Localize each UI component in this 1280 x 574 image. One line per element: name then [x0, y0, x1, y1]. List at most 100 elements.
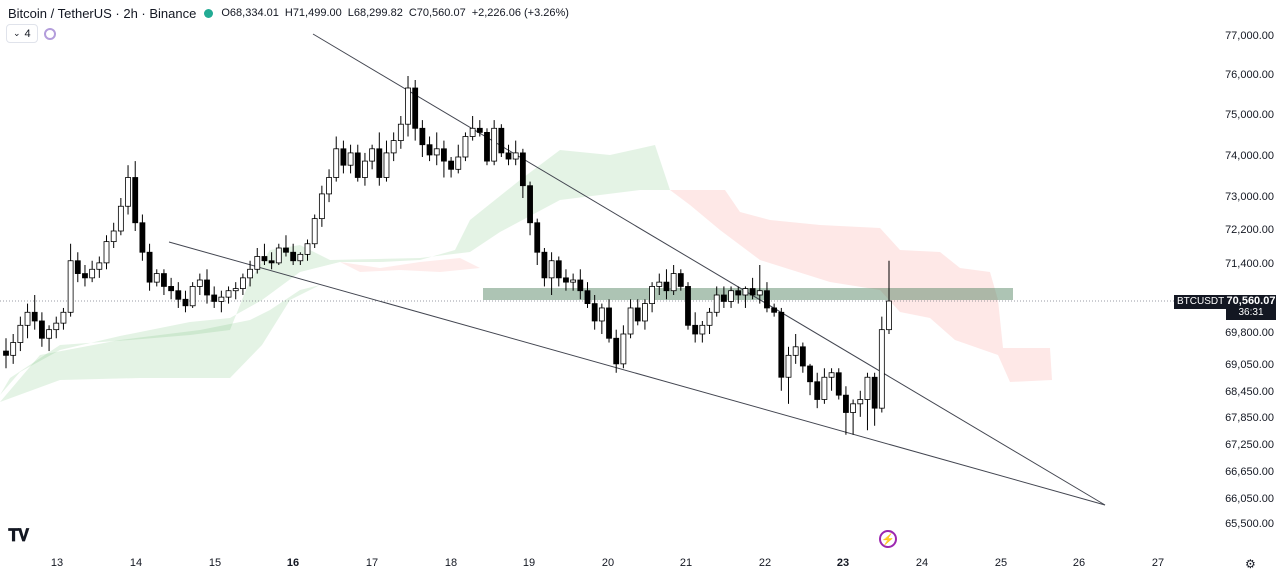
candle: [290, 243, 297, 265]
price-axis-label: 66,650.00: [1225, 466, 1274, 478]
cloud-red-area: [670, 190, 1052, 382]
candle: [584, 282, 591, 308]
candle-body: [670, 273, 677, 292]
candle-body: [405, 87, 411, 125]
candle: [857, 390, 864, 417]
candle: [139, 214, 146, 261]
symbol-title[interactable]: Bitcoin / TetherUS · 2h · Binance: [8, 5, 197, 21]
candle: [728, 286, 734, 308]
candle-body: [828, 372, 835, 378]
candle-body: [369, 148, 376, 162]
candle: [232, 282, 239, 300]
candle: [110, 222, 117, 248]
candle-body: [96, 262, 103, 270]
candle-body: [771, 307, 778, 313]
candle-body: [132, 177, 139, 224]
candle-body: [642, 303, 648, 322]
close-label: C: [408, 7, 417, 19]
gear-icon[interactable]: ⚙: [1245, 557, 1256, 571]
candle: [663, 269, 670, 300]
price-axis-label: 74,000.00: [1225, 150, 1274, 162]
candle: [692, 312, 699, 343]
price-axis-label: 65,500.00: [1225, 518, 1274, 530]
candle: [275, 243, 282, 265]
price-axis-label: 76,000.00: [1225, 69, 1274, 81]
candle-body: [31, 311, 38, 322]
time-axis-label: 16: [286, 557, 300, 569]
upper-trendline[interactable]: [312, 33, 1106, 506]
candle-body: [110, 230, 117, 243]
candle: [103, 235, 110, 270]
candle: [168, 277, 175, 300]
candle-body: [685, 286, 691, 326]
lower-trendline[interactable]: [168, 241, 1106, 506]
lightning-icon[interactable]: ⚡: [879, 530, 897, 548]
candle: [426, 136, 433, 162]
market-status-icon: [204, 8, 214, 18]
price-change: +2,226.06 (+3.26%): [471, 7, 569, 19]
cloud-green-area: [0, 145, 670, 395]
high-label: H: [284, 7, 293, 19]
loading-icon: [43, 27, 56, 40]
candle-body: [3, 350, 9, 356]
candle: [390, 132, 397, 162]
candle: [132, 161, 139, 231]
candle-body: [390, 140, 397, 154]
time-axis-label: 17: [365, 557, 379, 569]
candle: [735, 286, 742, 304]
candle-body: [491, 127, 498, 162]
candle-body: [376, 148, 383, 178]
candle-body: [807, 365, 813, 383]
candle: [462, 132, 469, 162]
candle: [871, 372, 878, 426]
candle: [756, 265, 763, 304]
cloud-green-area-2: [0, 285, 320, 402]
candle: [196, 273, 203, 295]
candle: [821, 368, 828, 404]
candle: [771, 303, 778, 317]
candle: [175, 282, 182, 308]
symbol-header: Bitcoin / TetherUS · 2h · Binance O68,33…: [8, 4, 575, 22]
candle: [261, 243, 268, 265]
candle: [247, 260, 253, 287]
candle: [778, 307, 785, 391]
candle: [843, 386, 849, 435]
candle: [742, 286, 749, 308]
indicators-toggle-button[interactable]: ⌄ 4: [6, 24, 38, 43]
candle-body: [247, 268, 253, 279]
time-axis-label: 26: [1072, 557, 1086, 569]
open-label: O: [221, 7, 230, 19]
candle: [412, 80, 419, 141]
candle: [534, 218, 541, 265]
open-value: 68,334.01: [229, 7, 279, 19]
candle-body: [713, 294, 720, 313]
candle-body: [412, 87, 419, 129]
candle-body: [706, 311, 713, 326]
candle-body: [268, 260, 275, 264]
candle: [814, 372, 821, 409]
candle-body: [519, 152, 526, 187]
candle-body: [397, 123, 404, 141]
high-value: 71,499.00: [292, 7, 342, 19]
candle-body: [347, 152, 354, 166]
candle: [591, 295, 598, 330]
candle: [376, 132, 383, 186]
candle-body: [699, 324, 706, 335]
candle-body: [555, 260, 562, 279]
candle-body: [419, 127, 426, 146]
tradingview-logo-icon[interactable]: 𝐓𝐕: [8, 526, 29, 545]
candle: [670, 265, 677, 295]
candle-body: [297, 253, 304, 262]
candle: [96, 256, 103, 278]
candle-body: [756, 290, 763, 296]
candle: [476, 120, 483, 137]
candle: [799, 342, 806, 373]
candle: [67, 243, 74, 317]
candle-body: [886, 300, 892, 331]
candle: [713, 286, 720, 317]
price-axis-label: 71,400.00: [1225, 258, 1274, 270]
close-value: 70,560.07: [416, 7, 466, 19]
ohlc-low: L68,299.82: [348, 7, 403, 19]
candle-body: [821, 376, 828, 400]
